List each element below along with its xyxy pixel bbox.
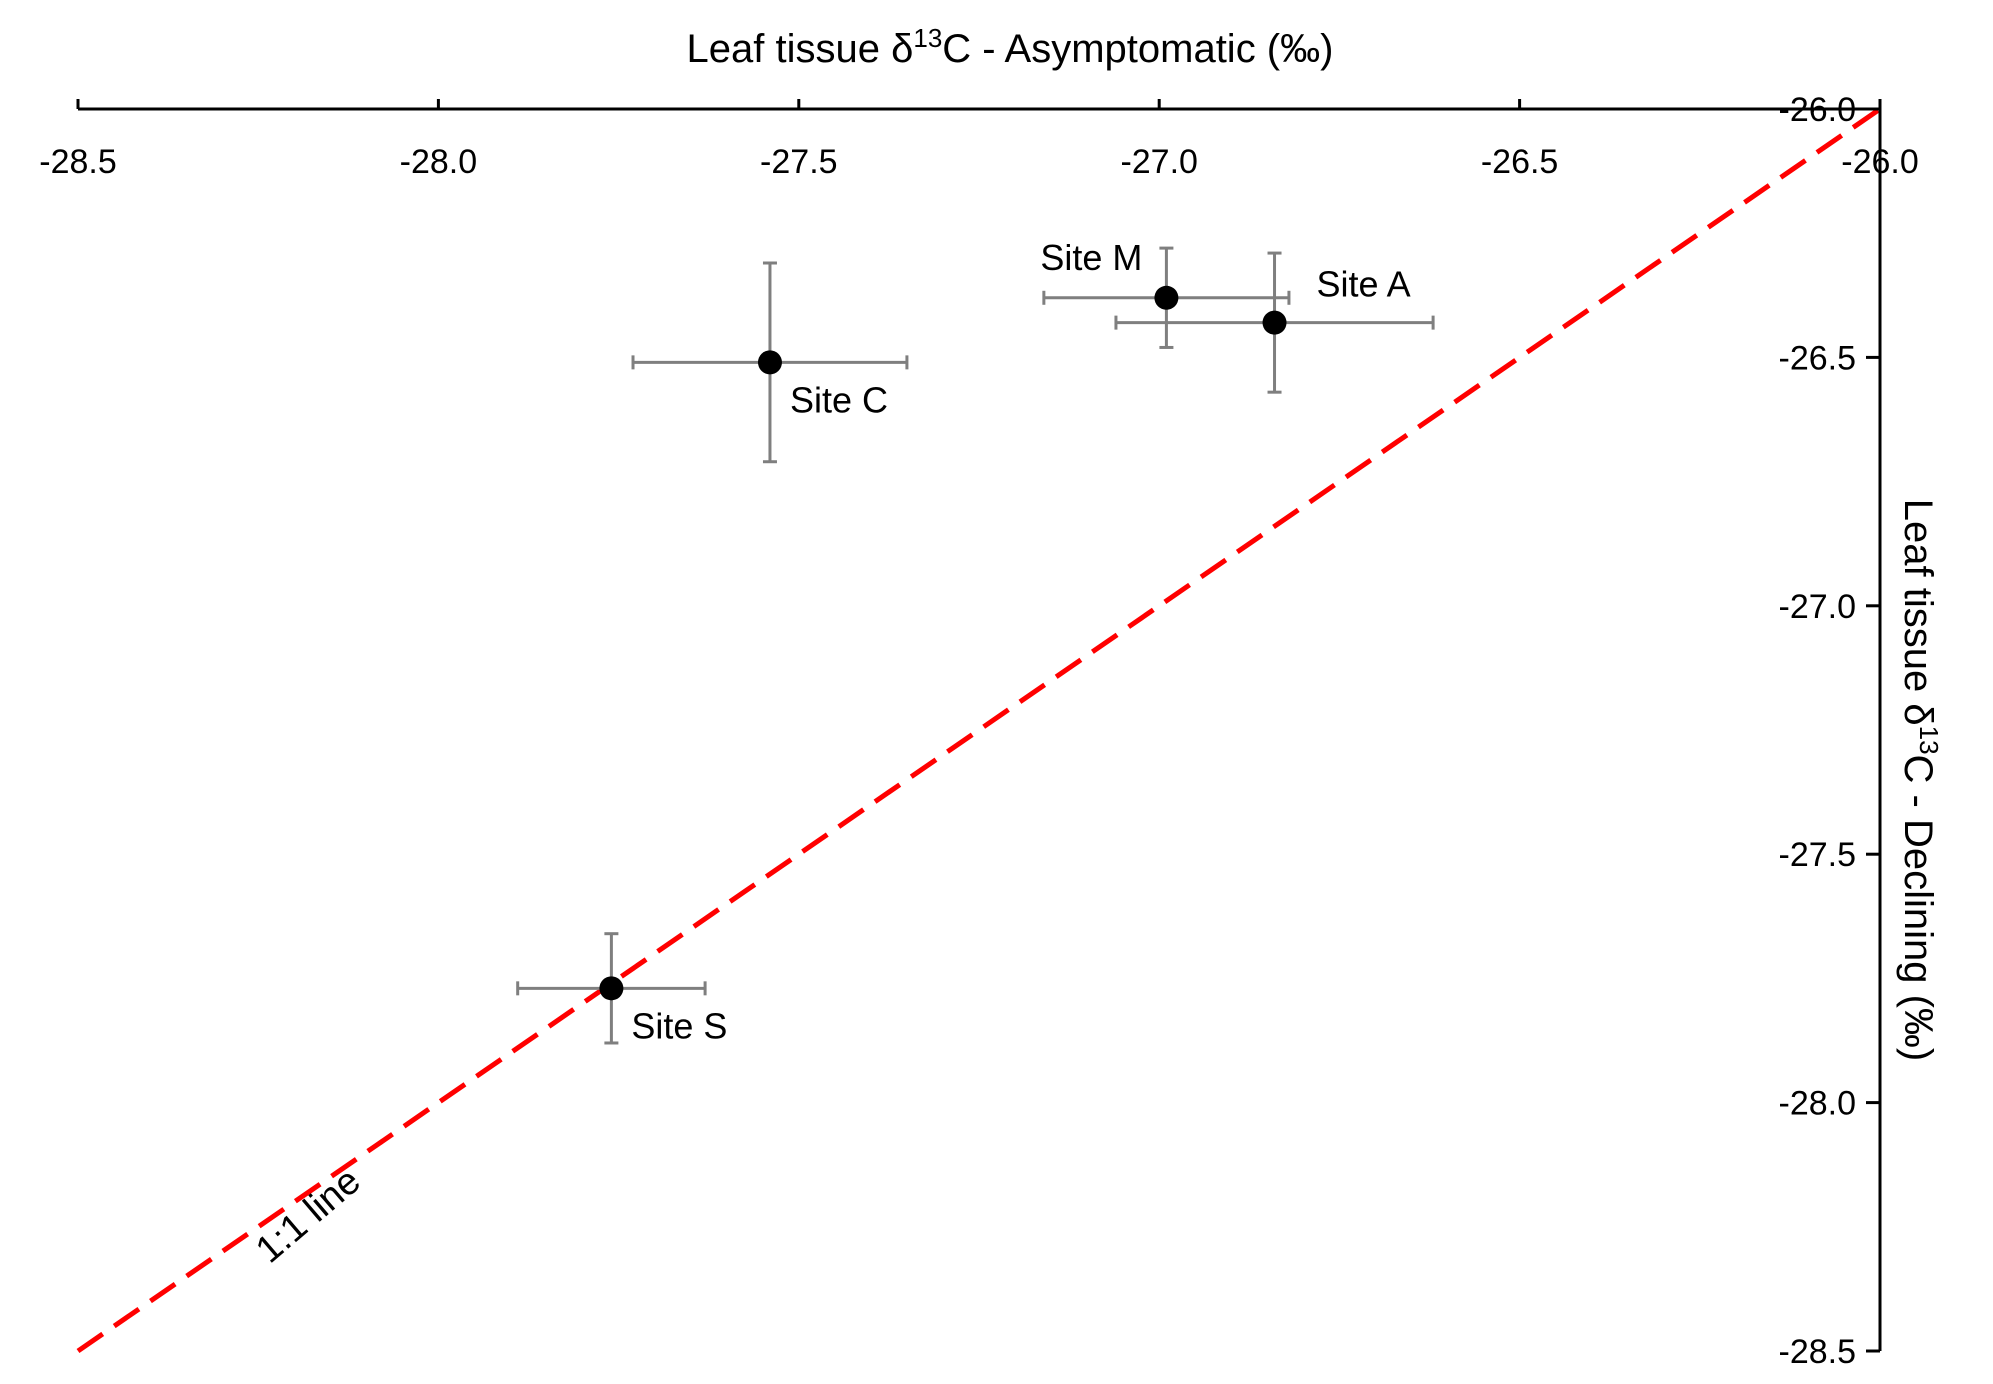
axes-layer: -28.5 -28.0 -27.5 -27.0 -26.5 -26.0-26.0-26.5… (39, 91, 1919, 1371)
point-label: Site S (631, 1005, 727, 1046)
y-tick-label: -28.0 (1779, 1085, 1857, 1123)
x-axis-title: Leaf tissue δ13C - Asymptomatic (‰) (687, 23, 1334, 71)
x-tick-label: -26.5 (1481, 143, 1559, 181)
error-bar-layer (516, 246, 1435, 1045)
y-tick-label: -27.0 (1779, 588, 1857, 626)
data-point (1154, 285, 1179, 310)
one-to-one-line-label: 1:1 line (248, 1160, 368, 1272)
point-label: Site A (1317, 264, 1411, 305)
x-tick-label: -28.5 (39, 143, 117, 181)
x-tick-label: -27.5 (760, 143, 838, 181)
data-point (1262, 310, 1287, 335)
reference-line-layer (76, 106, 1882, 1354)
point-label: Site C (790, 379, 888, 420)
point-label: Site M (1040, 237, 1142, 278)
one-to-one-line (76, 106, 1882, 1354)
y-axis-title: Leaf tissue δ13C - Declining (‰) (1896, 499, 1944, 1061)
y-tick-label: -26.5 (1779, 339, 1857, 377)
y-tick-label: -26.0 (1779, 91, 1857, 129)
y-tick-label: -28.5 (1779, 1333, 1857, 1371)
y-tick-label: -27.5 (1779, 836, 1857, 874)
data-point (757, 350, 782, 375)
x-tick-label: -28.0 (400, 143, 478, 181)
data-point (599, 976, 624, 1001)
x-tick-label: -27.0 (1120, 143, 1198, 181)
point-layer (599, 285, 1287, 1001)
